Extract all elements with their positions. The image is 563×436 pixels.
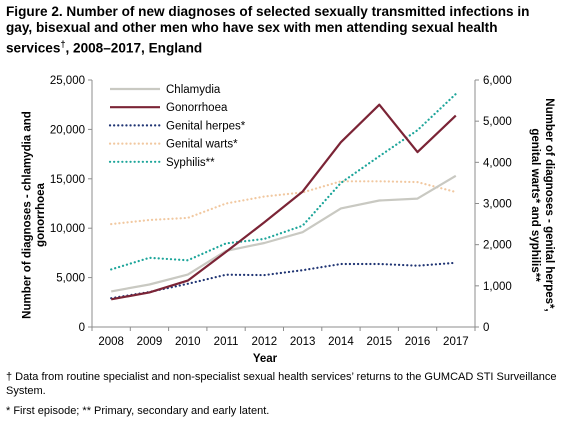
y-right-tick-label: 6,000	[483, 75, 512, 87]
y-right-tick-label: 5,000	[483, 116, 512, 128]
legend-label-herpes: Genital herpes*	[166, 120, 246, 132]
x-tick-label: 2017	[443, 336, 469, 348]
y-right-tick-label: 4,000	[483, 157, 512, 169]
x-tick-label: 2011	[214, 336, 239, 348]
y-left-tick-label: 25,000	[50, 75, 85, 87]
legend-label-chlamydia: Chlamydia	[166, 84, 221, 96]
figure-notes: † Data from routine specialist and non-s…	[6, 370, 558, 424]
x-tick-label: 2016	[405, 336, 431, 348]
x-tick-label: 2012	[252, 336, 278, 348]
figure-title: Figure 2. Number of new diagnoses of sel…	[6, 4, 556, 57]
legend-label-syphilis: Syphilis**	[166, 157, 215, 169]
y-left-tick-label: 15,000	[50, 174, 85, 186]
figure-title-main: Figure 2. Number of new diagnoses of sel…	[6, 4, 530, 56]
y-right-tick-label: 1,000	[483, 281, 512, 293]
y-left-tick-label: 10,000	[50, 223, 85, 235]
chart-axes: 0 5,000 10,000 15,000 20,000 25,000 0 1,000 2,00…	[50, 75, 512, 348]
y-left-tick-label: 0	[79, 322, 85, 334]
x-tick-label: 2015	[366, 336, 392, 348]
y-right-tick-label: 3,000	[483, 199, 512, 211]
x-axis-label: Year	[253, 353, 278, 365]
x-tick-label: 2014	[328, 336, 354, 348]
x-tick-label: 2008	[98, 336, 124, 348]
x-tick-label: 2013	[290, 336, 316, 348]
series-line-gonorrhoea	[111, 103, 457, 301]
figure-title-tail: , 2008–2017, England	[65, 40, 203, 56]
y-right-tick-label: 2,000	[483, 240, 512, 252]
series-line-chlamydia	[111, 174, 457, 293]
line-chart: 0 5,000 10,000 15,000 20,000 25,000 0 1,000 2,00…	[21, 75, 555, 365]
x-tick-label: 2010	[175, 336, 201, 348]
source-note: † Data from routine specialist and non-s…	[6, 371, 557, 397]
y-right-tick-label: 0	[483, 322, 489, 334]
y-left-tick-label: 20,000	[50, 124, 85, 136]
y-axis-right-label: Number of diagnoses - genital herpes*,ge…	[529, 98, 555, 311]
chart-lines	[110, 92, 457, 301]
y-axis-left-label: Number of diagnoses - chlamydia and gonor…	[21, 111, 47, 319]
series-line-warts	[110, 180, 457, 226]
series-line-herpes	[110, 261, 457, 300]
dagger-mark: †	[60, 39, 66, 49]
x-tick-label: 2009	[137, 336, 163, 348]
legend-label-warts: Genital warts*	[166, 139, 238, 151]
chart-legend: Chlamydia Gonorrhoea Genital herpes* Genita…	[108, 84, 246, 169]
footnote: * First episode; ** Primary, secondary a…	[6, 405, 270, 417]
legend-label-gonorrhoea: Gonorrhoea	[166, 102, 228, 114]
y-left-tick-label: 5,000	[56, 273, 85, 285]
